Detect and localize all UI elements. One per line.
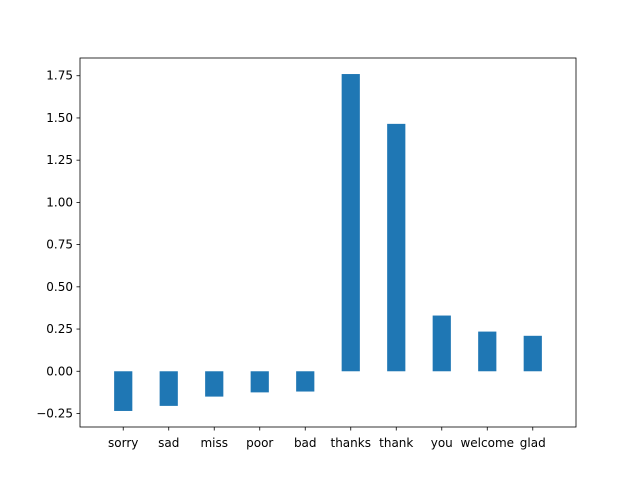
bar-glad: [523, 335, 542, 372]
x-tick-label: thank: [379, 436, 413, 450]
x-tick-label: welcome: [460, 436, 514, 450]
bar-sorry: [114, 371, 133, 411]
bar-you: [432, 315, 451, 372]
bar-bad: [296, 371, 315, 392]
x-tick-label: thanks: [331, 436, 371, 450]
y-tick-label: −0.25: [36, 406, 73, 420]
x-tick-label: poor: [246, 436, 273, 450]
bar-thank: [387, 123, 406, 372]
y-tick-label: 1.00: [46, 195, 73, 209]
x-tick-label: glad: [520, 436, 546, 450]
y-tick-label: 0.50: [46, 280, 73, 294]
x-tick-label: sad: [158, 436, 179, 450]
y-tick-label: 1.25: [46, 153, 73, 167]
bar-thanks: [341, 74, 360, 372]
bars-group: [114, 74, 542, 411]
bar-welcome: [478, 331, 497, 372]
bar-poor: [250, 371, 269, 393]
y-tick-label: 1.75: [46, 69, 73, 83]
plot-frame: [79, 57, 577, 428]
y-tick-label: 0.75: [46, 238, 73, 252]
x-tick-label: bad: [294, 436, 317, 450]
y-axis: −0.25 0.00 0.25 0.50 0.75 1.00 1.25 1.50 1.75: [36, 69, 80, 420]
y-tick-label: 0.00: [46, 364, 73, 378]
x-axis: sorry sad miss poor bad thanks thank you welcome…: [108, 427, 546, 450]
x-tick-label: miss: [200, 436, 228, 450]
x-tick-label: you: [431, 436, 453, 450]
bar-sad: [159, 371, 178, 406]
y-tick-label: 1.50: [46, 111, 73, 125]
y-tick-label: 0.25: [46, 322, 73, 336]
bar-miss: [205, 371, 224, 397]
x-tick-label: sorry: [108, 436, 138, 450]
